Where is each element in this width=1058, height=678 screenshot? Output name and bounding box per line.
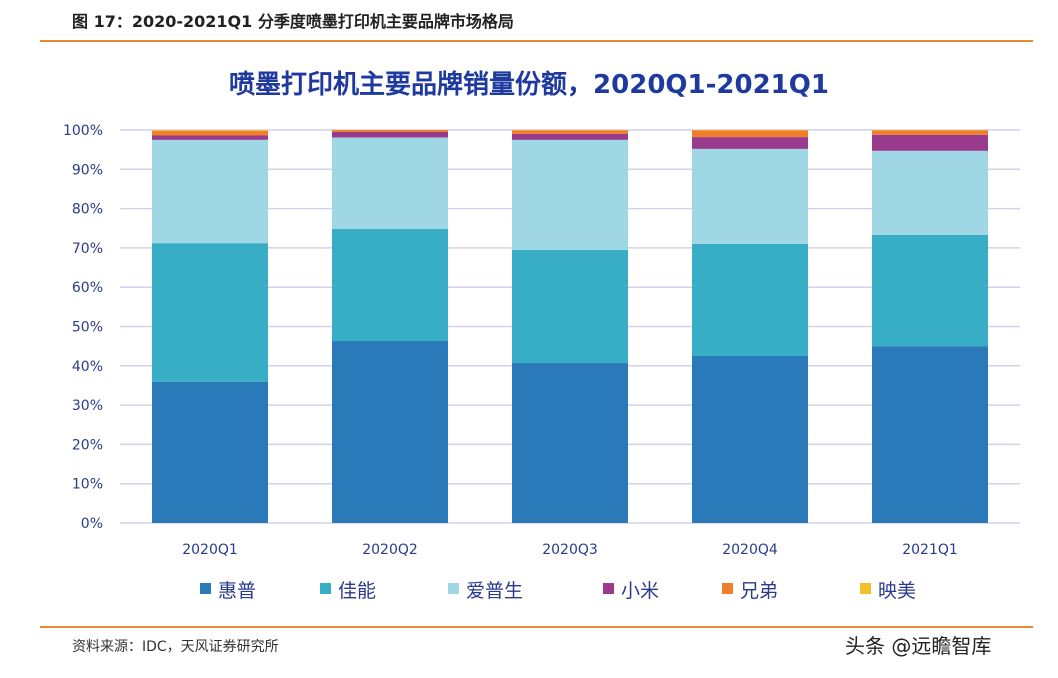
y-tick-label: 30%	[72, 398, 103, 414]
y-tick-label: 90%	[72, 162, 103, 178]
bar-segment-爱普生	[332, 137, 448, 230]
bar-segment-佳能	[512, 249, 628, 364]
bar-segment-惠普	[692, 355, 808, 523]
bar-segment-惠普	[512, 363, 628, 523]
legend-swatch	[603, 583, 614, 594]
bar-segment-佳能	[152, 243, 268, 382]
y-tick-label: 0%	[81, 516, 103, 532]
figure-title: 图 17：2020-2021Q1 分季度喷墨打印机主要品牌市场格局	[72, 12, 514, 31]
bar-segment-惠普	[872, 346, 988, 523]
y-tick-label: 100%	[63, 123, 103, 139]
source-note: 资料来源：IDC，天风证券研究所	[72, 639, 279, 655]
top-divider	[40, 40, 1033, 42]
bar-segment-佳能	[692, 243, 808, 356]
bar-segment-惠普	[152, 381, 268, 523]
legend-swatch	[860, 583, 871, 594]
y-tick-label: 40%	[72, 359, 103, 375]
legend-label: 爱普生	[466, 580, 523, 602]
legend-label: 兄弟	[740, 580, 778, 602]
bar-segment-佳能	[872, 234, 988, 347]
bar-segment-爱普生	[512, 139, 628, 250]
bar-segment-爱普生	[872, 150, 988, 235]
x-tick-label: 2020Q3	[542, 542, 598, 558]
bar-segment-兄弟	[692, 130, 808, 138]
legend-label: 佳能	[338, 580, 376, 602]
bar-segment-小米	[692, 137, 808, 149]
bar-segment-兄弟	[152, 130, 268, 136]
bar-segment-爱普生	[152, 139, 268, 244]
legend-swatch	[320, 583, 331, 594]
y-tick-label: 80%	[72, 202, 103, 218]
legend-swatch	[448, 583, 459, 594]
x-tick-label: 2020Q2	[362, 542, 418, 558]
y-tick-label: 10%	[72, 477, 103, 493]
y-tick-label: 20%	[72, 437, 103, 453]
bar-segment-兄弟	[512, 130, 628, 134]
y-tick-label: 50%	[72, 320, 103, 336]
bar-segment-小米	[512, 133, 628, 140]
legend-label: 映美	[878, 580, 916, 602]
bar-segment-佳能	[332, 229, 448, 342]
bar-segment-小米	[332, 131, 448, 138]
x-tick-label: 2020Q1	[182, 542, 238, 558]
bar-segment-小米	[152, 135, 268, 140]
bar-segment-爱普生	[692, 148, 808, 244]
legend-swatch	[200, 583, 211, 594]
legend-label: 惠普	[218, 580, 256, 602]
chart-title: 喷墨打印机主要品牌销量份额，2020Q1-2021Q1	[229, 70, 829, 100]
bottom-divider	[40, 626, 1033, 628]
y-tick-label: 60%	[72, 280, 103, 296]
legend-swatch	[722, 583, 733, 594]
bar-segment-兄弟	[332, 130, 448, 132]
x-tick-label: 2021Q1	[902, 542, 958, 558]
y-tick-label: 70%	[72, 241, 103, 257]
x-tick-label: 2020Q4	[722, 542, 778, 558]
legend-label: 小米	[621, 580, 659, 602]
bar-segment-映美	[152, 130, 268, 131]
bar-segment-兄弟	[872, 130, 988, 135]
bar-segment-小米	[872, 134, 988, 151]
watermark: 头条 @远瞻智库	[845, 634, 992, 658]
bar-segment-惠普	[332, 341, 448, 523]
